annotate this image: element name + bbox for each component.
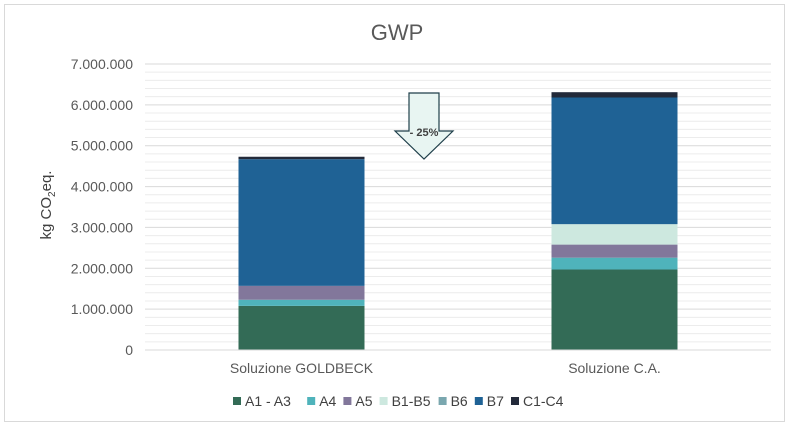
bar-stacks (238, 92, 678, 350)
y-axis-ticks: 0 1.000.000 2.000.000 3.000.000 4.000.000 5.0… (71, 56, 134, 358)
legend-swatch (474, 397, 483, 405)
legend-label: A5 (355, 393, 372, 409)
y-tick-label: 7.000.000 (71, 56, 133, 72)
down-arrow-icon (393, 92, 455, 160)
legend: A1 - A3 A4 A5 B1-B5 B6 B7 C1-C4 (233, 393, 564, 409)
x-category-label: Soluzione GOLDBECK (230, 360, 374, 376)
bar-segment (551, 257, 678, 270)
legend-label: C1-C4 (523, 393, 564, 409)
bar-segment (238, 156, 365, 160)
bar-segment (551, 97, 678, 225)
y-tick-label: 0 (125, 342, 133, 358)
reduction-annotation: - 25% (393, 92, 455, 160)
y-axis-label-main: kg CO (38, 197, 55, 240)
y-axis-label-sub: 2 (47, 191, 58, 197)
legend-swatch (307, 397, 316, 405)
y-tick-label: 5.000.000 (71, 138, 133, 154)
y-axis-label-tail: eq. (38, 171, 55, 192)
bar-segment (238, 299, 365, 306)
legend-label: B6 (451, 393, 468, 409)
y-tick-label: 6.000.000 (71, 97, 133, 113)
legend-label: B1-B5 (392, 393, 431, 409)
chart-title: GWP (371, 20, 424, 45)
bar-segment (551, 269, 678, 350)
y-tick-label: 3.000.000 (71, 219, 133, 235)
reduction-label: - 25% (410, 127, 439, 139)
legend-swatch (511, 397, 519, 405)
bar-segment (238, 285, 365, 300)
legend-label: A1 - A3 (245, 393, 291, 409)
y-tick-label: 2.000.000 (71, 260, 133, 276)
y-tick-label: 4.000.000 (71, 179, 133, 195)
bar-segment (551, 92, 678, 98)
bar-segment (551, 244, 678, 258)
legend-swatch (379, 397, 388, 405)
bar-segment (238, 305, 365, 350)
y-tick-label: 1.000.000 (71, 301, 133, 317)
x-axis-categories: Soluzione GOLDBECK Soluzione C.A. (230, 360, 661, 376)
legend-swatch (438, 397, 447, 405)
bar-segment (238, 159, 365, 286)
legend-label: B7 (487, 393, 504, 409)
y-axis-label: kg CO2eq. (38, 171, 58, 240)
legend-swatch (343, 397, 352, 405)
bar-segment (551, 224, 678, 245)
legend-swatch (233, 397, 241, 405)
legend-label: A4 (319, 393, 336, 409)
x-category-label: Soluzione C.A. (568, 360, 661, 376)
